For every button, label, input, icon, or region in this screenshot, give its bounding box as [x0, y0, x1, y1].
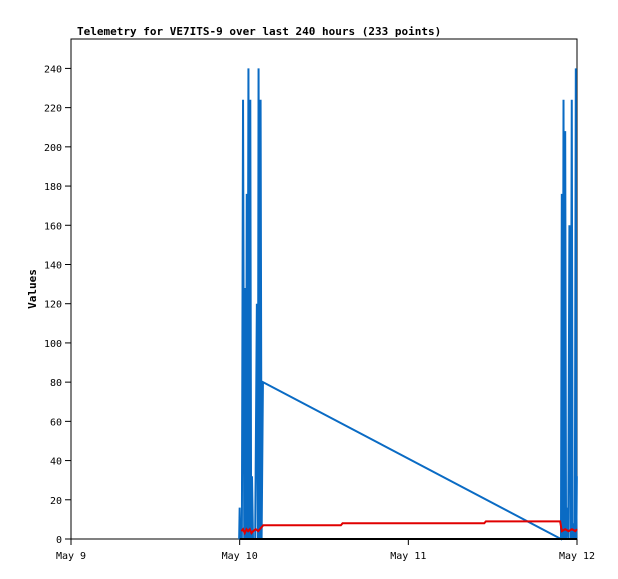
series-line-1	[238, 68, 578, 541]
y-tick-label: 20	[50, 496, 62, 507]
plot-border	[70, 38, 578, 540]
y-tick-label: 0	[56, 535, 62, 546]
y-tick-label: 140	[44, 260, 62, 271]
y-axis: 0 20 40 60 80 100 120 140 160 180 200 220 240	[44, 64, 71, 546]
x-tick-label: May 12	[559, 551, 595, 562]
y-tick-label: 60	[50, 417, 62, 428]
y-tick-label: 100	[44, 339, 62, 350]
x-tick-label: May 9	[56, 551, 86, 562]
y-tick-label: 220	[44, 104, 62, 115]
x-axis: May 9 May 10 May 11 May 12	[56, 539, 595, 562]
y-tick-label: 200	[44, 143, 62, 154]
chart-title: Telemetry for VE7ITS-9 over last 240 hou…	[77, 25, 441, 38]
y-tick-label: 240	[44, 64, 62, 75]
y-tick-label: 80	[50, 378, 62, 389]
series-layer	[238, 68, 578, 541]
x-tick-label: May 10	[222, 551, 258, 562]
plot-frame	[70, 38, 578, 540]
y-tick-label: 120	[44, 300, 62, 311]
x-tick-label: May 11	[390, 551, 426, 562]
series-line-2	[240, 520, 578, 536]
y-axis-label: Values	[26, 269, 39, 309]
y-tick-label: 40	[50, 457, 62, 468]
y-tick-label: 180	[44, 182, 62, 193]
y-tick-label: 160	[44, 221, 62, 232]
